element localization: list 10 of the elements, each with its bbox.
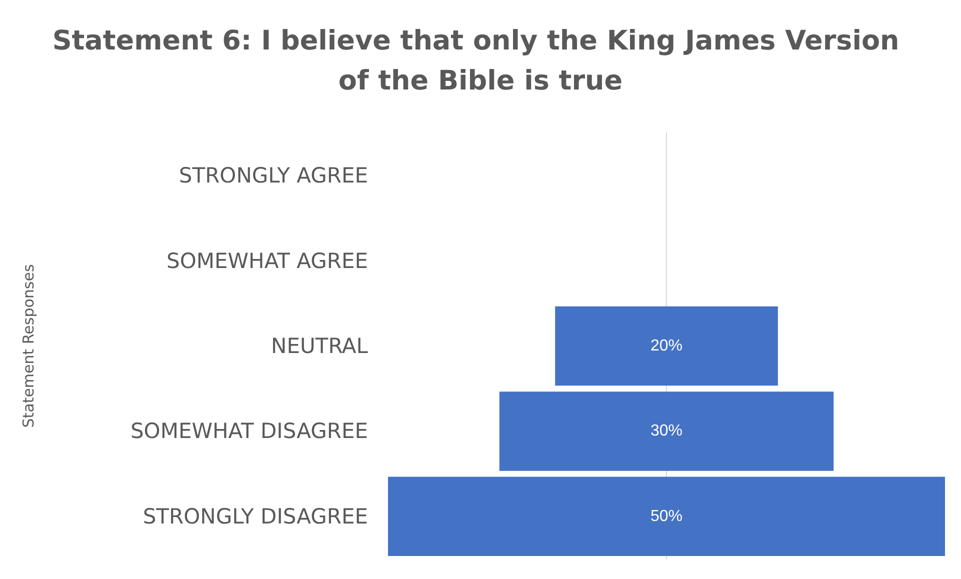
category-label: SOMEWHAT AGREE [166, 248, 368, 273]
category-label: SOMEWHAT DISAGREE [130, 419, 368, 444]
data-label: 20% [650, 338, 683, 354]
data-label: 30% [650, 422, 683, 440]
data-label: 50% [650, 508, 683, 525]
category-label: NEUTRAL [271, 334, 368, 358]
text: Statement Responses [20, 264, 38, 428]
category-label: STRONGLY AGREE [178, 164, 368, 188]
text: Statement 6: I believe that only the King James Version of the Bible is true [52, 26, 909, 96]
category-label: STRONGLY DISAGREE [142, 504, 368, 528]
